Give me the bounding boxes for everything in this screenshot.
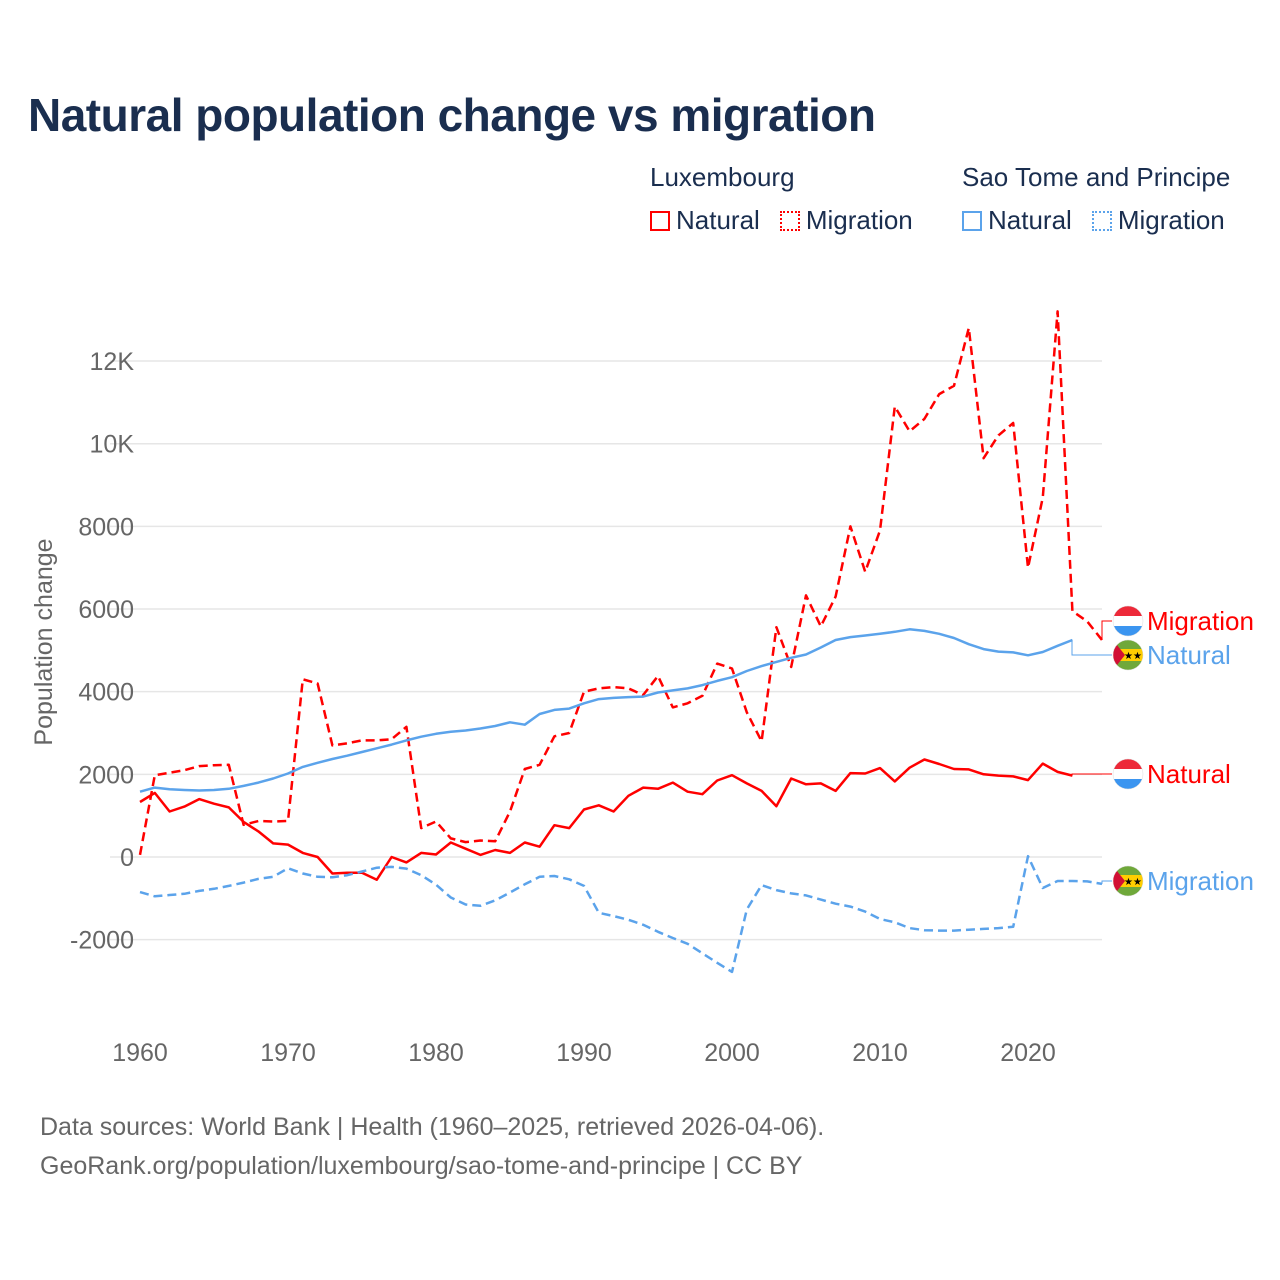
y-tick-label: 4000 xyxy=(78,679,134,707)
legend-group-name: Luxembourg xyxy=(650,162,795,192)
legend-label: Natural xyxy=(988,205,1072,235)
series-line-luxembourg-migration xyxy=(138,310,1103,856)
data-source-text: Data sources: World Bank | Health (1960–… xyxy=(40,1113,825,1141)
series-line-sao-tome-and-principe-natural xyxy=(139,628,1073,793)
y-axis-label: Population change xyxy=(30,538,58,745)
x-tick-label: 1980 xyxy=(408,1039,464,1067)
legend-group-name: Sao Tome and Principe xyxy=(962,162,1231,192)
legend-group-luxembourg: Luxembourg Natural Migration xyxy=(650,162,933,236)
luxembourg-flag-icon xyxy=(1112,605,1144,637)
legend-item-sao-tome-natural[interactable]: Natural xyxy=(962,205,1072,236)
legend-item-luxembourg-natural[interactable]: Natural xyxy=(650,205,760,236)
x-tick-label: 2010 xyxy=(852,1039,908,1067)
label-connector xyxy=(1071,639,1112,656)
y-tick-label: 8000 xyxy=(78,513,134,541)
legend-label: Migration xyxy=(1117,205,1225,235)
series-line-sao-tome-and-principe-migration xyxy=(139,854,1103,974)
y-tick-label: 0 xyxy=(120,844,134,872)
y-tick-label: 12K xyxy=(90,348,135,376)
x-tick-label: 1990 xyxy=(556,1039,612,1067)
legend-label: Migration xyxy=(805,205,913,235)
attribution-text: GeoRank.org/population/luxembourg/sao-to… xyxy=(40,1152,803,1180)
chart-title: Natural population change vs migration xyxy=(28,89,876,141)
end-label-luxembourg-natural: Natural xyxy=(1147,759,1231,789)
legend-swatch-dotted xyxy=(1091,210,1112,231)
footer: Data sources: World Bank | Health (1960–… xyxy=(40,1108,824,1186)
end-label-sao-tome-and-principe-migration: Migration xyxy=(1147,866,1254,896)
x-tick-label: 2000 xyxy=(704,1039,760,1067)
x-tick-label: 1970 xyxy=(260,1039,316,1067)
luxembourg-flag-icon xyxy=(1112,758,1144,790)
legend-label: Natural xyxy=(676,205,760,235)
svg-text:★★: ★★ xyxy=(1124,651,1142,662)
legend-group-sao-tome: Sao Tome and Principe Natural Migration xyxy=(962,162,1230,236)
y-tick-label: 2000 xyxy=(78,761,134,789)
y-tick-label: 6000 xyxy=(78,596,134,624)
label-connector xyxy=(1101,620,1112,641)
sao-tome-flag-icon: ★★ xyxy=(1112,639,1144,671)
label-connector xyxy=(1101,880,1112,884)
end-label-sao-tome-and-principe-natural: Natural xyxy=(1147,640,1231,670)
series-line-luxembourg-natural xyxy=(139,758,1073,881)
legend-swatch-solid xyxy=(962,210,982,231)
label-connector xyxy=(1071,773,1112,777)
y-tick-label: 10K xyxy=(90,431,135,459)
x-tick-label: 1960 xyxy=(112,1039,168,1067)
legend-item-luxembourg-migration[interactable]: Migration xyxy=(779,205,913,236)
legend-swatch-solid xyxy=(650,210,670,231)
sao-tome-flag-icon: ★★ xyxy=(1112,865,1144,897)
legend-item-sao-tome-migration[interactable]: Migration xyxy=(1091,205,1225,236)
y-tick-label: -2000 xyxy=(70,927,134,955)
legend-swatch-dotted xyxy=(779,210,800,231)
end-label-luxembourg-migration: Migration xyxy=(1147,606,1254,636)
x-tick-label: 2020 xyxy=(1000,1039,1056,1067)
svg-text:★★: ★★ xyxy=(1124,877,1142,888)
